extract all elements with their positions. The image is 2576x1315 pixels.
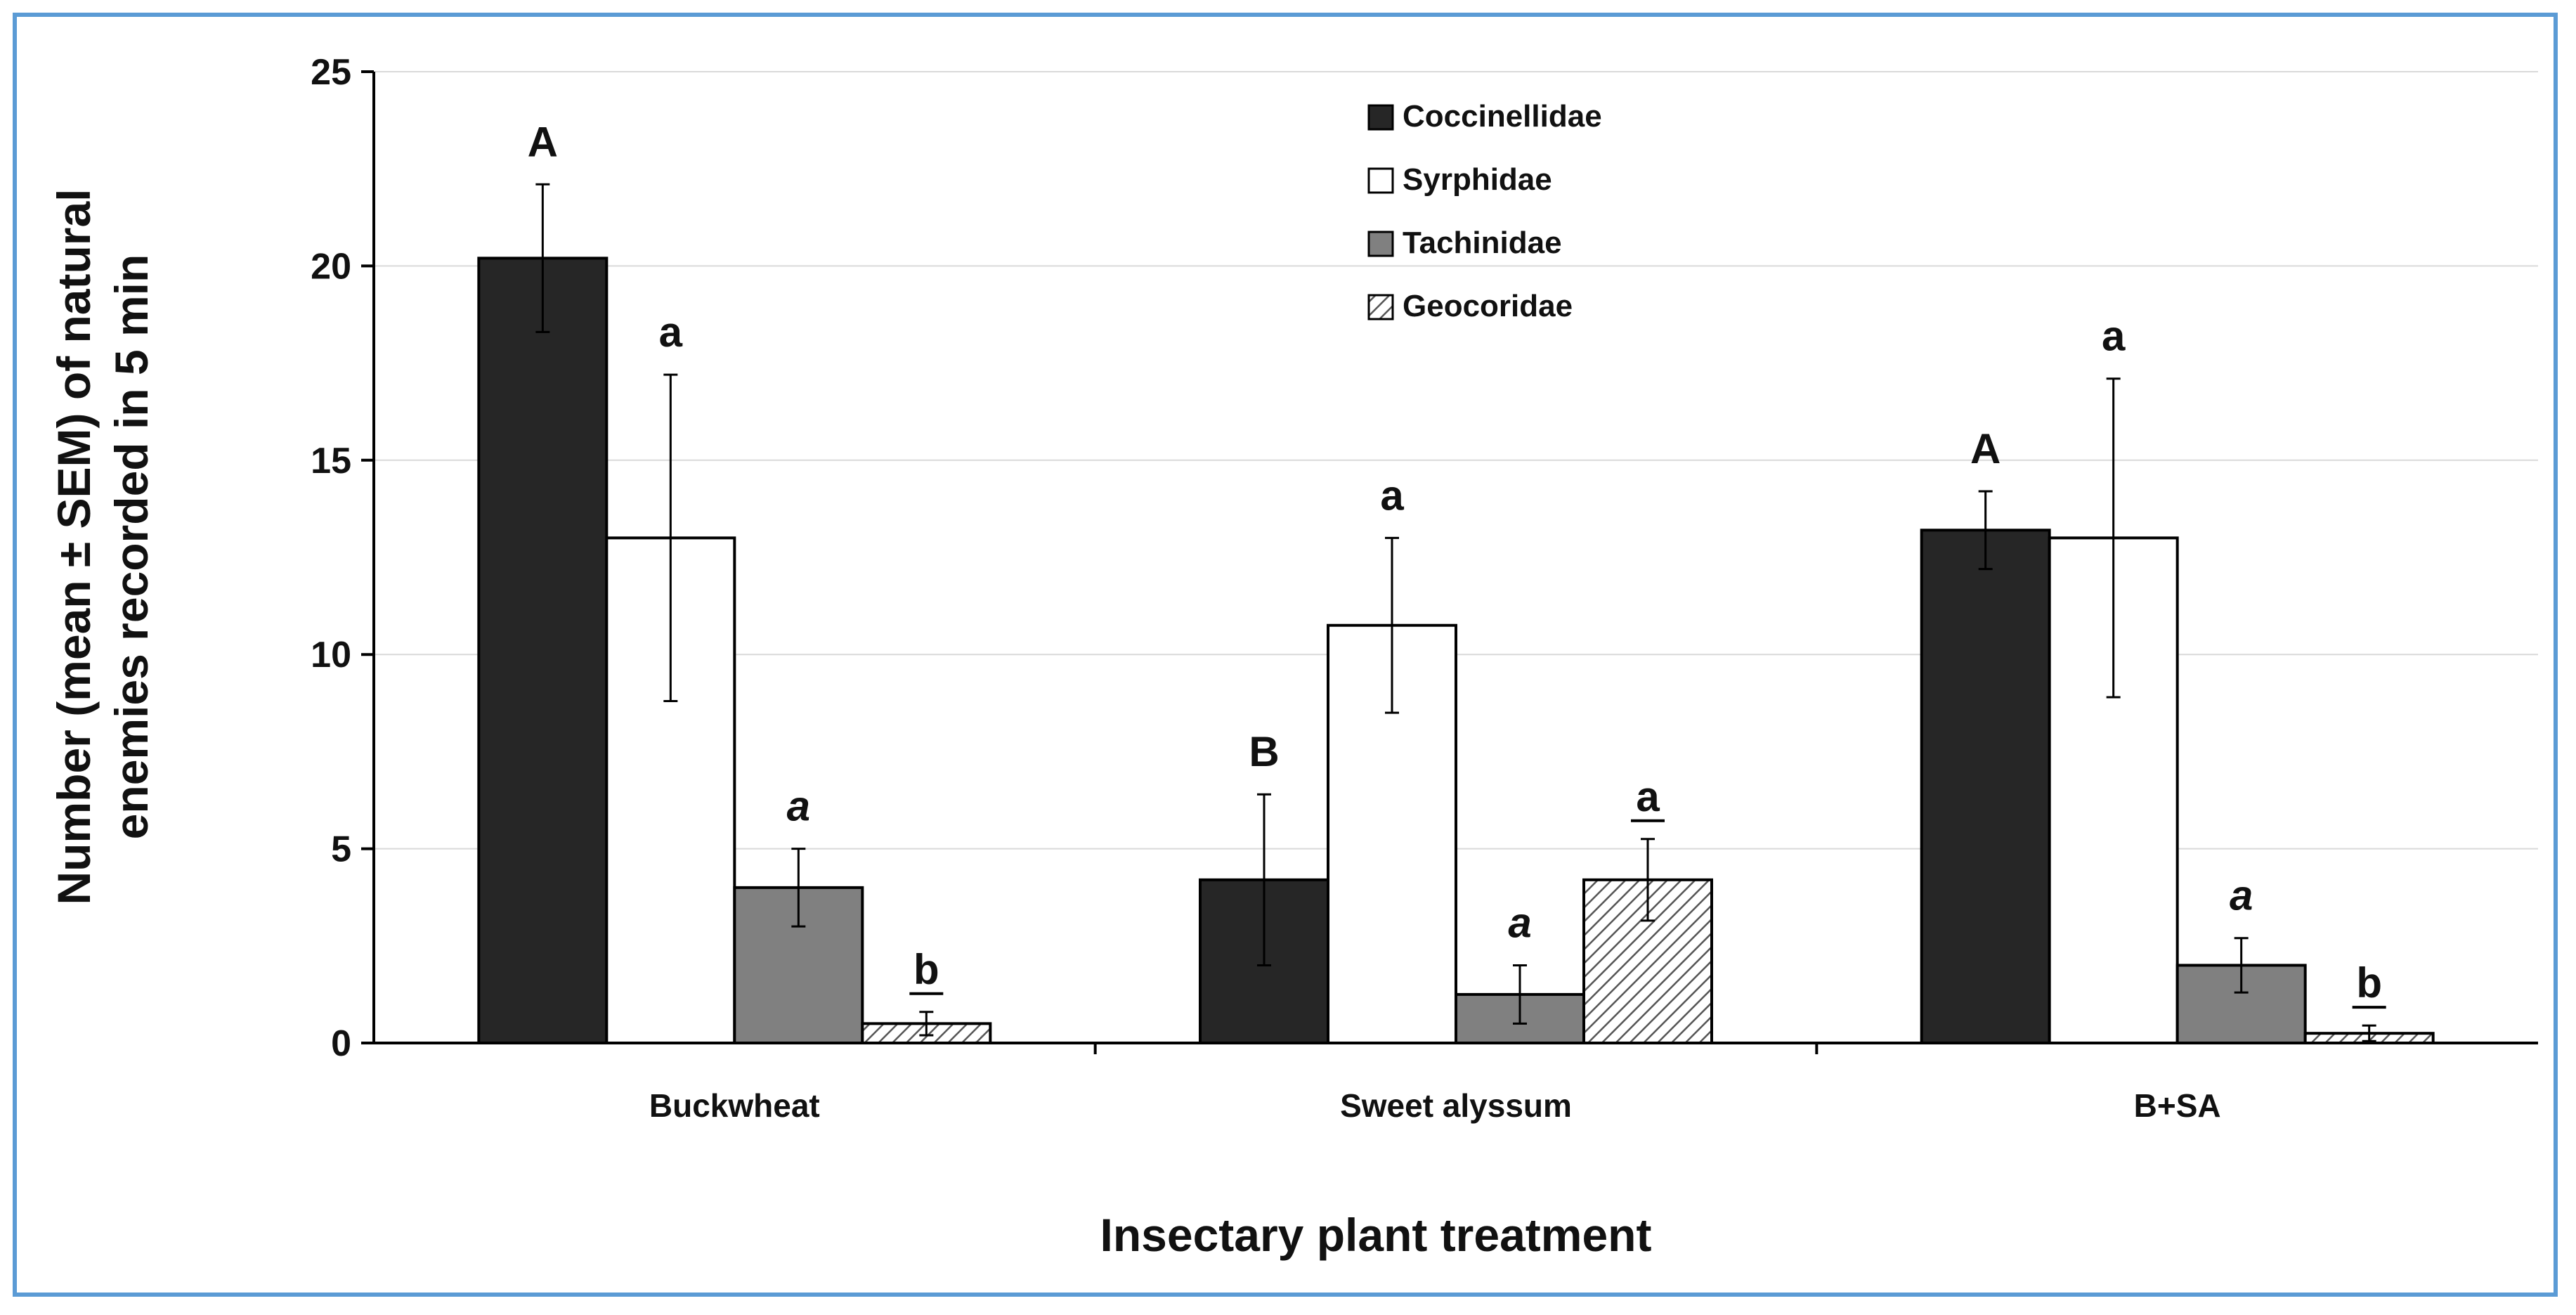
labels: Insectary plant treatment Number (mean ±… — [48, 118, 2386, 1261]
significance-letter: a — [2230, 872, 2253, 919]
legend-swatch — [1367, 231, 1394, 257]
significance-letter: a — [1508, 899, 1531, 946]
significance-letter: a — [1380, 472, 1404, 519]
x-category-label: B+SA — [2134, 1087, 2221, 1124]
y-axis-title-line-1: Number (mean ± SEM) of natural — [48, 188, 100, 905]
legend-label: Tachinidae — [1403, 226, 1562, 260]
y-tick-label: 10 — [311, 635, 351, 675]
significance-letter: b — [913, 946, 939, 993]
bars — [477, 183, 2435, 1045]
x-axis-title: Insectary plant treatment — [1100, 1209, 1652, 1261]
axes: 0 5 10 15 20 25 Buckwheat Sweet alyssum B+SA — [311, 52, 2538, 1124]
y-tick-label: 5 — [331, 829, 351, 870]
x-category-label: Buckwheat — [649, 1087, 820, 1124]
y-axis-title: Number (mean ± SEM) of natural enemies r… — [48, 188, 157, 905]
y-axis-title-line-2: enemies recorded in 5 min — [105, 254, 157, 840]
significance-letter: a — [1636, 773, 1660, 820]
legend-label: Geocoridae — [1403, 289, 1573, 323]
legend-label: Syrphidae — [1403, 162, 1552, 197]
legend-label: Coccinellidae — [1403, 99, 1602, 134]
significance-letter: A — [1970, 425, 2001, 472]
significance-letter: b — [2356, 959, 2382, 1006]
legend: Coccinellidae Syrphidae Tachinidae Geocorid… — [1367, 99, 1602, 323]
significance-letter: a — [659, 309, 683, 356]
significance-letter: A — [528, 118, 558, 165]
y-tick-label: 20 — [311, 246, 351, 287]
y-tick-label: 15 — [311, 441, 351, 481]
bar-coccinellidae — [1920, 529, 2051, 1044]
legend-swatch — [1367, 294, 1394, 320]
x-category-label: Sweet alyssum — [1340, 1087, 1572, 1124]
significance-letter: a — [2102, 313, 2126, 360]
y-tick-label: 0 — [331, 1023, 351, 1064]
legend-swatch — [1367, 167, 1394, 194]
y-tick-label: 25 — [311, 52, 351, 93]
legend-swatch — [1367, 104, 1394, 131]
significance-letter: B — [1249, 728, 1279, 775]
significance-letter: a — [787, 783, 810, 830]
bar-coccinellidae — [477, 257, 609, 1044]
